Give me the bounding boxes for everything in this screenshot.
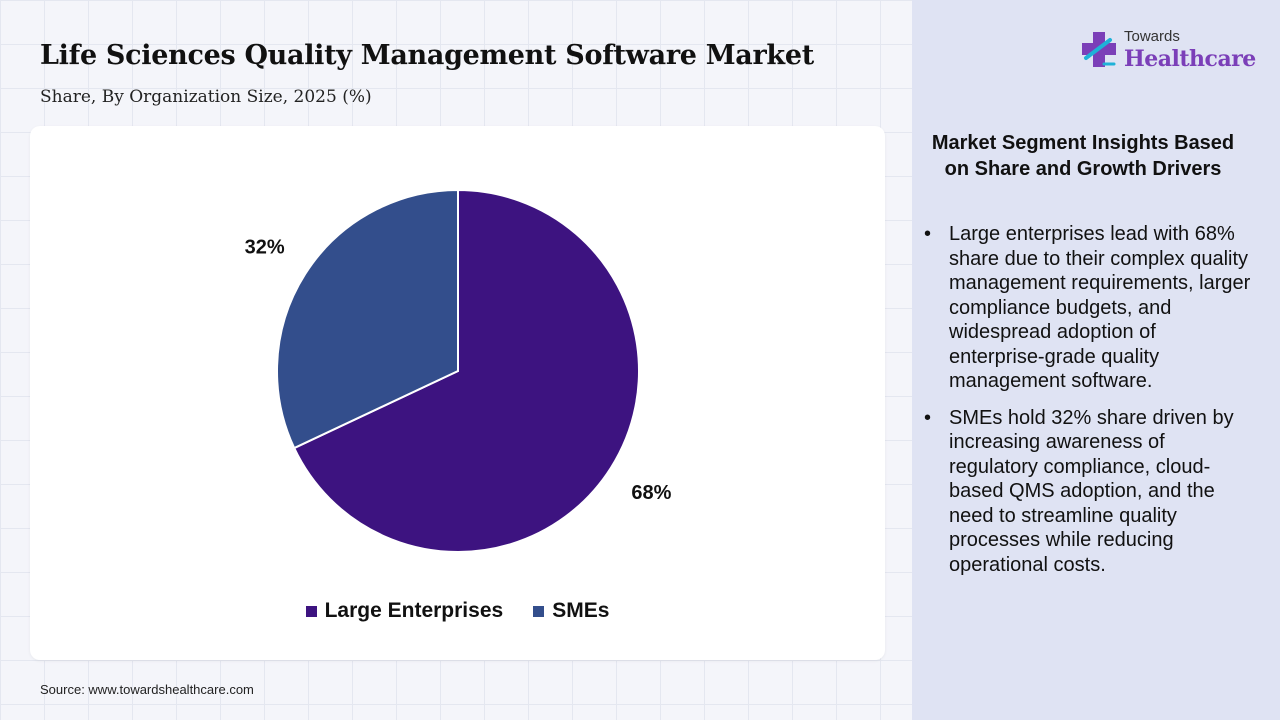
- pie-slice-smes: [276, 188, 459, 450]
- legend-item-smes: SMEs: [533, 599, 609, 623]
- insights-list: • Large enterprises lead with 68% share …: [922, 222, 1252, 589]
- chart-card: 68% 32% Large Enterprises SMEs: [30, 126, 885, 660]
- legend-swatch-large-enterprises: [305, 605, 317, 617]
- insight-item-large-enterprises: • Large enterprises lead with 68% share …: [922, 222, 1252, 394]
- legend-item-large-enterprises: Large Enterprises: [305, 599, 504, 623]
- medical-cross-icon: [1082, 32, 1116, 67]
- insight-item-smes: • SMEs hold 32% share driven by increasi…: [922, 406, 1252, 578]
- insight-text-smes: SMEs hold 32% share driven by increasing…: [949, 406, 1234, 576]
- legend-label-smes: SMEs: [552, 599, 610, 622]
- logo-text-healthcare: Healthcare: [1124, 46, 1256, 72]
- insights-heading: Market Segment Insights Based on Share a…: [931, 132, 1235, 180]
- brand-logo: Towards Healthcare: [1080, 26, 1260, 80]
- data-label-large-enterprises: 68%: [631, 482, 671, 504]
- bullet-icon: •: [924, 406, 932, 429]
- data-label-smes: 32%: [245, 237, 285, 259]
- chart-title: Life Sciences Quality Management Softwar…: [40, 40, 814, 71]
- legend-label-large-enterprises: Large Enterprises: [324, 599, 504, 622]
- logo-text-towards: Towards: [1124, 28, 1180, 45]
- bullet-icon: •: [924, 223, 932, 245]
- legend-swatch-smes: [533, 605, 545, 617]
- pie-chart: 68% 32%: [245, 188, 672, 553]
- chart-legend: Large Enterprises SMEs: [30, 599, 885, 623]
- source-note: Source: www.towardshealthcare.com: [40, 682, 254, 697]
- pie-slice-large-enterprises: [292, 188, 640, 553]
- insights-panel: [912, 0, 1280, 720]
- chart-subtitle: Share, By Organization Size, 2025 (%): [40, 87, 372, 107]
- insight-text-large-enterprises: Large enterprises lead with 68% share du…: [949, 223, 1251, 392]
